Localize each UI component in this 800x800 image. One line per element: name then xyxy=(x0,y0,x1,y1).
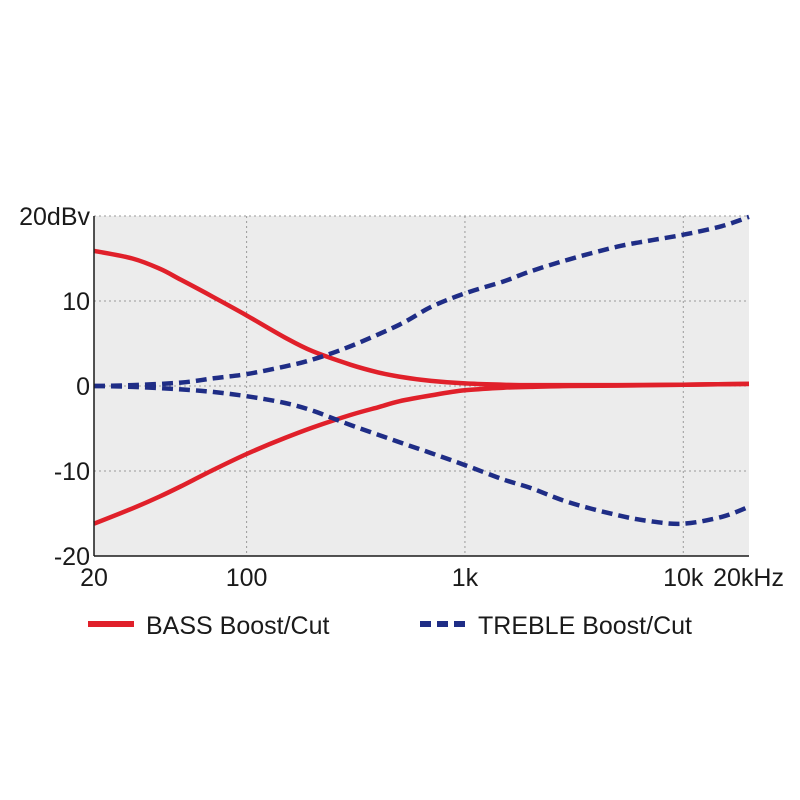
legend-label-bass: BASS Boost/Cut xyxy=(146,612,329,640)
series-line-treble-boost xyxy=(93,214,750,389)
y-tick-label: 10 xyxy=(62,288,90,316)
x-tick-label: 1k xyxy=(452,564,479,592)
series-layer xyxy=(93,214,750,527)
y-tick-label: -20 xyxy=(54,543,90,571)
y-tick-label: 20dBv xyxy=(19,203,90,231)
x-tick-label: 20kHz xyxy=(713,564,784,592)
series-line-bass-cut xyxy=(93,381,750,526)
y-tick-label: -10 xyxy=(54,458,90,486)
x-tick-label: 20 xyxy=(80,564,108,592)
legend-label-treble: TREBLE Boost/Cut xyxy=(478,612,692,640)
series-line-treble-cut xyxy=(93,383,750,527)
y-tick-label: 0 xyxy=(76,373,90,401)
legend: BASS Boost/Cut TREBLE Boost/Cut xyxy=(88,612,692,640)
x-tick-label: 10k xyxy=(663,564,704,592)
axes xyxy=(93,216,749,557)
x-tick-label: 100 xyxy=(226,564,268,592)
